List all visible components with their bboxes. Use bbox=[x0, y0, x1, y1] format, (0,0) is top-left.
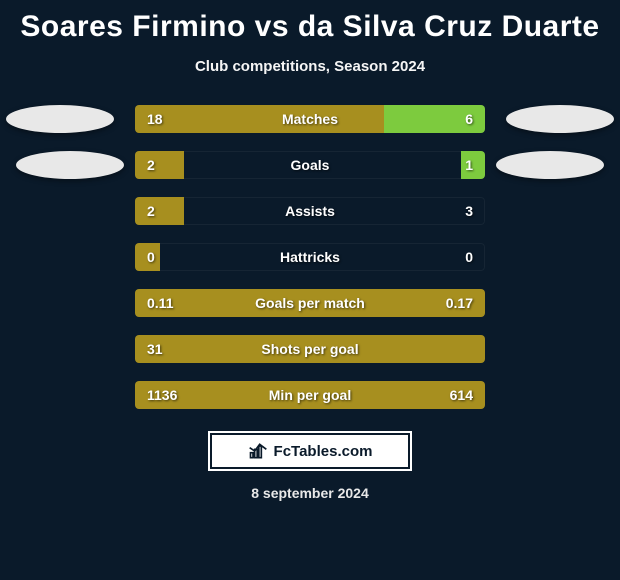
stat-label: Shots per goal bbox=[135, 335, 485, 363]
stat-row: 0.110.17Goals per match bbox=[135, 289, 485, 317]
comparison-stage: 186Matches 21Goals 23Assists 00Hattricks 0.1… bbox=[0, 105, 620, 409]
page-title: Soares Firmino vs da Silva Cruz Duarte bbox=[0, 0, 620, 44]
branding-text: FcTables.com bbox=[274, 443, 373, 460]
stat-label: Matches bbox=[135, 105, 485, 133]
stat-row: 31Shots per goal bbox=[135, 335, 485, 363]
stat-row: 1136614Min per goal bbox=[135, 381, 485, 409]
stat-label: Goals per match bbox=[135, 289, 485, 317]
stat-row: 23Assists bbox=[135, 197, 485, 225]
player-oval-right bbox=[506, 105, 614, 133]
stat-label: Assists bbox=[135, 197, 485, 225]
stat-rows: 186Matches 21Goals 23Assists 00Hattricks 0.1… bbox=[135, 105, 485, 409]
stat-row: 00Hattricks bbox=[135, 243, 485, 271]
date-text: 8 september 2024 bbox=[0, 485, 620, 501]
stat-label: Goals bbox=[135, 151, 485, 179]
player-oval-right bbox=[496, 151, 604, 179]
chart-icon bbox=[248, 441, 268, 461]
stat-row: 21Goals bbox=[135, 151, 485, 179]
page-subtitle: Club competitions, Season 2024 bbox=[0, 58, 620, 75]
player-oval-left bbox=[6, 105, 114, 133]
player-oval-left bbox=[16, 151, 124, 179]
stat-label: Min per goal bbox=[135, 381, 485, 409]
stat-row: 186Matches bbox=[135, 105, 485, 133]
stat-label: Hattricks bbox=[135, 243, 485, 271]
branding-badge: FcTables.com bbox=[210, 433, 410, 469]
